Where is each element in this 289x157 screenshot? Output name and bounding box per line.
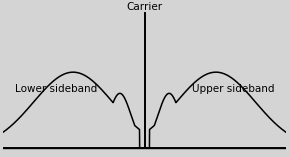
Text: Carrier: Carrier bbox=[127, 2, 162, 12]
Text: Lower sideband: Lower sideband bbox=[15, 84, 97, 94]
Text: Upper sideband: Upper sideband bbox=[192, 84, 275, 94]
